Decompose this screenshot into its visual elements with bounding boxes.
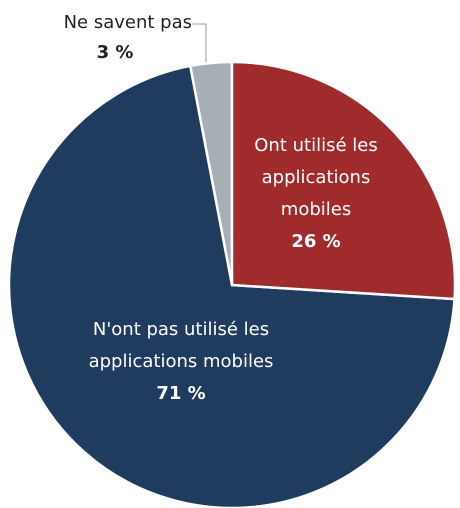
leader-line [192, 23, 207, 62]
slice-label: Ont utilisé les applications mobiles 26 … [230, 130, 402, 258]
category-label: Ont utilisé les applications mobiles [254, 135, 378, 220]
category-label: N'ont pas utilisé les applications mobil… [88, 319, 274, 372]
value-label: 71 % [156, 383, 206, 404]
value-label: 3 % [96, 42, 134, 63]
pie-slice [7, 64, 456, 508]
pie-slice [230, 60, 457, 301]
slice-label: N'ont pas utilisé les applications mobil… [50, 314, 312, 410]
slice-label: Ne savent pas 3 % [20, 6, 192, 66]
category-label: Ne savent pas [63, 12, 192, 33]
value-label: 26 % [291, 231, 341, 252]
